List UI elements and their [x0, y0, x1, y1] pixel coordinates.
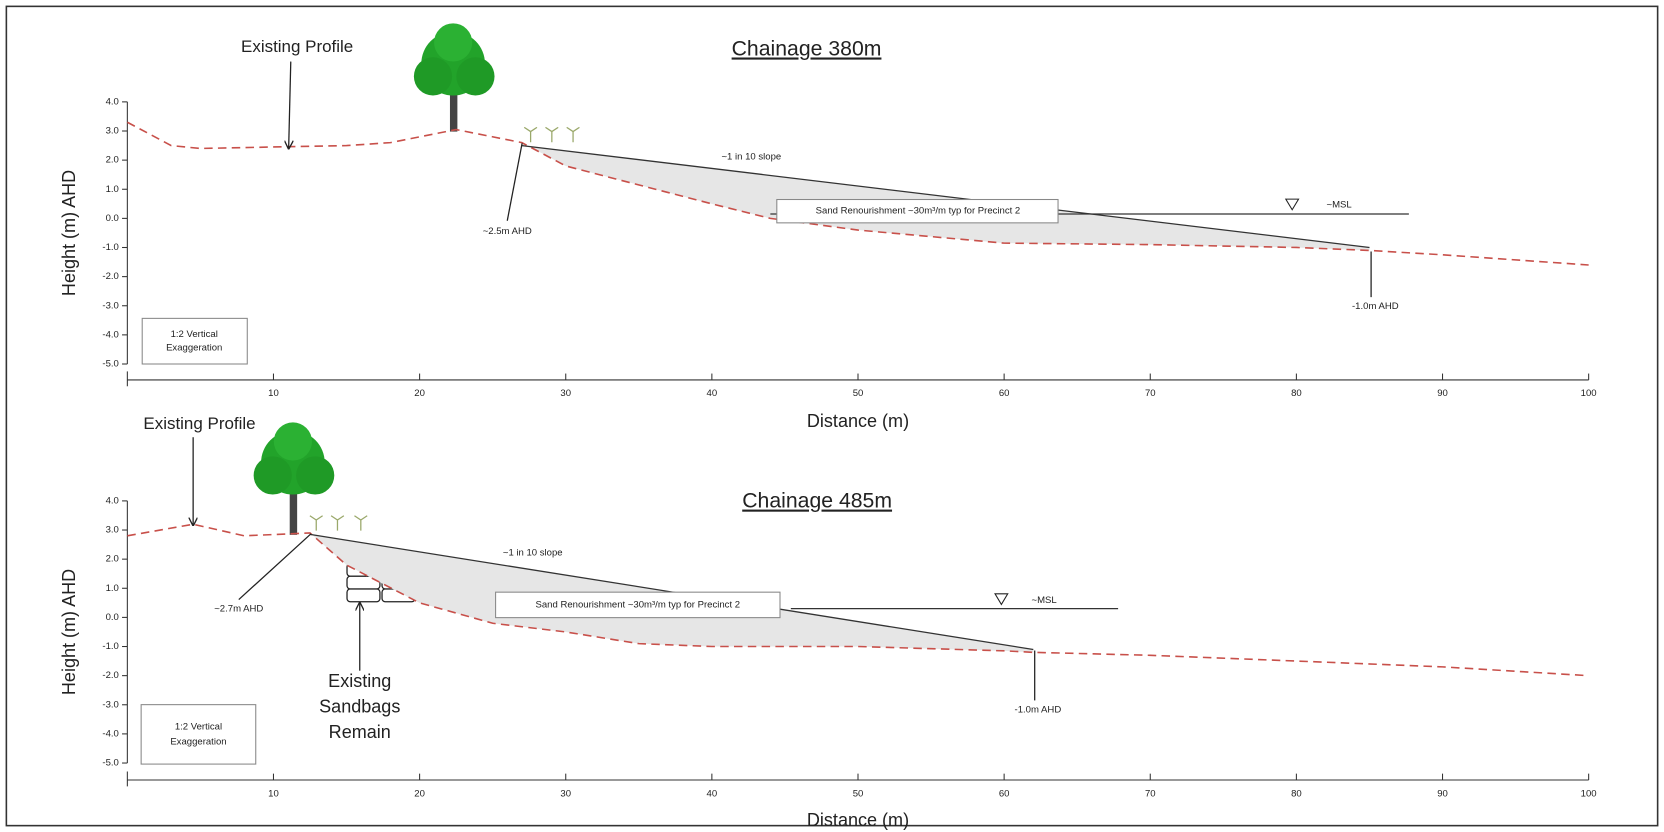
- y-tick-label: 2.0: [106, 155, 119, 166]
- x-tick-label: 40: [707, 388, 718, 399]
- x-tick-label: 20: [414, 788, 425, 799]
- series-label: ~1 in 10 slope: [503, 547, 563, 558]
- series-label: Existing Profile: [143, 414, 255, 433]
- y-tick-label: 0.0: [106, 213, 119, 224]
- x-tick-label: 30: [560, 388, 571, 399]
- y-tick-label: 3.0: [106, 525, 119, 536]
- vegetation: [309, 126, 580, 531]
- msl-symbol: [994, 593, 1009, 606]
- y-tick-label: -3.0: [102, 300, 118, 311]
- x-tick-label: 90: [1437, 788, 1448, 799]
- annotation: ~2.5m AHD: [483, 226, 532, 237]
- y-tick-label: -4.0: [102, 329, 118, 340]
- chart-title: Chainage 485m: [742, 490, 892, 513]
- y-axis-label: Height (m) AHD: [59, 170, 79, 296]
- x-axis-label: Distance (m): [807, 810, 909, 830]
- y-tick-label: -1.0: [102, 641, 118, 652]
- x-tick-label: 30: [560, 788, 571, 799]
- label-arrow: [289, 61, 291, 149]
- annotation-box: [776, 198, 1059, 224]
- leader-line: [506, 143, 523, 221]
- x-tick-label: 50: [853, 388, 864, 399]
- renourishment-fill: [521, 142, 1370, 251]
- chart-title: Chainage 380m: [732, 37, 882, 60]
- x-tick-label: 100: [1581, 788, 1597, 799]
- y-tick-label: -1.0: [102, 242, 118, 253]
- annotation-box: [140, 704, 257, 765]
- x-tick-label: 80: [1291, 788, 1302, 799]
- annotation: 1:2 Vertical: [175, 721, 222, 732]
- annotation: Sand Renourishment ~30m³/m typ for Preci…: [816, 206, 1021, 217]
- x-tick-label: 50: [853, 788, 864, 799]
- x-tick-label: 10: [268, 788, 279, 799]
- y-tick-label: -2.0: [102, 670, 118, 681]
- profile-line: [126, 121, 1589, 266]
- tree: [253, 422, 335, 535]
- annotation: 1:2 Vertical: [171, 329, 218, 340]
- annotation: Remain: [329, 722, 391, 742]
- y-tick-label: 1.0: [106, 583, 119, 594]
- annotation: Exaggeration: [166, 343, 222, 354]
- x-tick-label: 60: [999, 788, 1010, 799]
- series-label: ~MSL: [1327, 199, 1352, 210]
- y-tick-label: -3.0: [102, 699, 118, 710]
- leader-line: [238, 533, 312, 601]
- annotation: ~2.7m AHD: [214, 604, 263, 615]
- x-tick-label: 100: [1581, 388, 1597, 399]
- y-tick-label: -2.0: [102, 271, 118, 282]
- x-tick-label: 10: [268, 388, 279, 399]
- annotation: Exaggeration: [170, 736, 226, 747]
- y-tick-label: 0.0: [106, 612, 119, 623]
- annotation: Existing: [328, 671, 391, 691]
- annotation: Sand Renourishment ~30m³/m typ for Preci…: [536, 599, 741, 610]
- y-axis-label: Height (m) AHD: [59, 569, 79, 695]
- x-tick-label: 60: [999, 388, 1010, 399]
- tree: [413, 23, 495, 132]
- y-tick-label: 4.0: [106, 96, 119, 107]
- x-tick-label: 80: [1291, 388, 1302, 399]
- x-tick-label: 20: [414, 388, 425, 399]
- y-tick-label: 3.0: [106, 126, 119, 137]
- x-tick-label: 90: [1437, 388, 1448, 399]
- frame: [5, 5, 1659, 827]
- annotation: -1.0m AHD: [1352, 301, 1399, 312]
- annotation: Sandbags: [319, 697, 400, 717]
- annotation-box: [141, 317, 248, 365]
- x-tick-label: 70: [1145, 788, 1156, 799]
- profile-line: [127, 523, 1589, 677]
- y-tick-label: -5.0: [102, 359, 118, 370]
- annotation: -1.0m AHD: [1015, 704, 1062, 715]
- y-tick-label: 1.0: [106, 184, 119, 195]
- y-tick-label: 2.0: [106, 554, 119, 565]
- annotation-box: [495, 591, 781, 619]
- series-label: Existing Profile: [241, 37, 353, 56]
- x-tick-label: 70: [1145, 388, 1156, 399]
- series-label: ~1 in 10 slope: [721, 152, 781, 163]
- x-axis-label: Distance (m): [807, 411, 909, 431]
- y-tick-label: 4.0: [106, 495, 119, 506]
- profile-line: [521, 144, 1370, 249]
- x-tick-label: 40: [707, 788, 718, 799]
- series-label: ~MSL: [1032, 595, 1057, 606]
- y-tick-label: -4.0: [102, 728, 118, 739]
- msl-symbol: [1284, 198, 1300, 211]
- y-tick-label: -5.0: [102, 758, 118, 769]
